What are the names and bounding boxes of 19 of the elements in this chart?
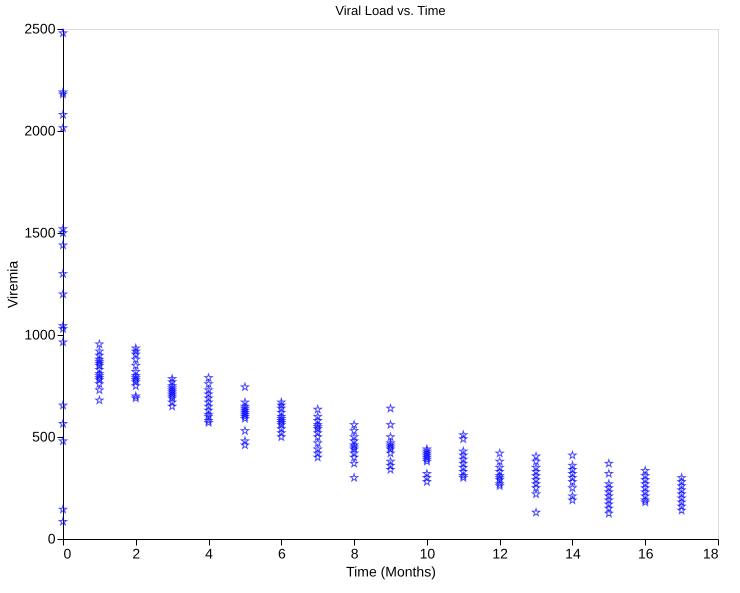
x-axis-title: Time (Months): [346, 564, 436, 580]
x-tick-label: 18: [702, 546, 719, 562]
x-tick-label: 2: [132, 546, 140, 562]
x-tick-label: 4: [205, 546, 214, 562]
y-axis-title: Viremia: [4, 260, 20, 308]
x-tick-label: 8: [350, 546, 359, 562]
x-tick-label: 16: [638, 546, 654, 562]
y-tick-label: 0: [48, 530, 56, 546]
y-tick-label: 1000: [24, 326, 56, 342]
x-tick-label: 6: [278, 546, 286, 562]
y-tick-label: 2000: [24, 122, 56, 138]
y-tick-label: 1500: [24, 224, 56, 240]
x-tick-label: 12: [492, 546, 508, 562]
y-tick-label: 500: [32, 428, 56, 444]
y-tick-label: 2500: [24, 20, 56, 36]
chart-title: Viral Load vs. Time: [335, 3, 446, 18]
x-tick-label: 10: [420, 546, 436, 562]
x-tick-label: 14: [565, 546, 581, 562]
x-tick-label: 0: [64, 546, 72, 562]
